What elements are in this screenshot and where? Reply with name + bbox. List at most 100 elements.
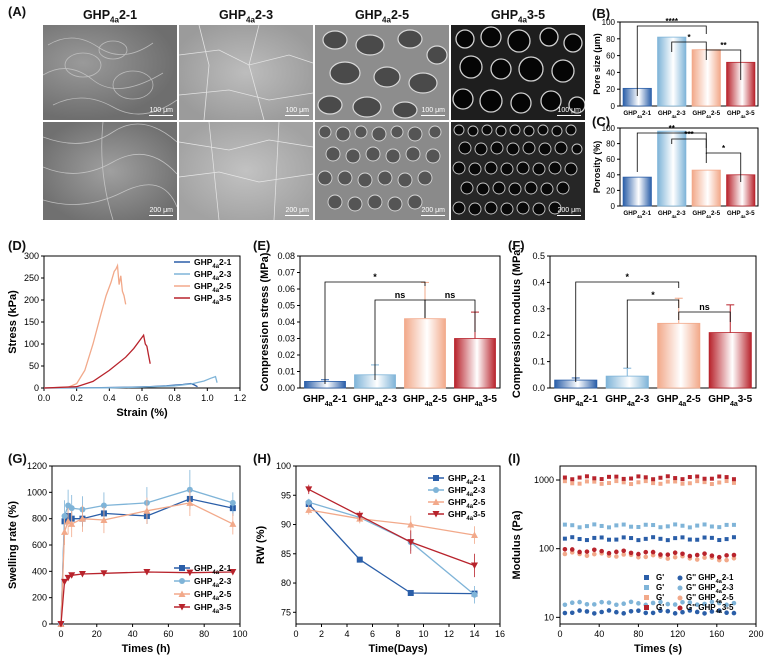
data-point	[570, 535, 575, 540]
y-tick-label: 400	[32, 566, 47, 576]
data-point	[584, 474, 589, 479]
data-point	[621, 552, 626, 557]
bar-GHP4a2-5	[404, 318, 446, 389]
x-tick-label: 1.0	[201, 393, 214, 403]
data-point	[709, 599, 715, 605]
x-tick-label: GHP4a2-5	[692, 110, 720, 119]
y-tick-label: 0.02	[277, 350, 295, 360]
significance-label: ns	[445, 290, 456, 300]
data-point	[621, 480, 626, 485]
x-axis-label: Time(Days)	[368, 643, 427, 655]
data-point	[562, 602, 568, 608]
data-point	[599, 477, 604, 482]
data-point	[665, 556, 671, 561]
x-tick-label: 0.2	[70, 393, 83, 403]
significance-bracket	[678, 311, 731, 322]
data-point	[143, 507, 151, 514]
y-tick-label: 0.04	[277, 317, 295, 327]
data-point	[636, 601, 641, 606]
data-point	[592, 602, 597, 607]
data-point	[562, 610, 568, 616]
y-tick-label: 0	[42, 619, 47, 629]
data-point	[628, 599, 634, 605]
x-tick-label: GHP4a2-3	[658, 210, 686, 219]
data-point	[643, 610, 649, 616]
y-tick-label: 60	[606, 155, 615, 164]
data-point	[584, 549, 590, 554]
significance-label: *	[722, 144, 726, 153]
data-point	[68, 572, 76, 579]
legend-marker	[677, 605, 683, 611]
data-point	[709, 482, 714, 487]
x-tick-label: 8	[395, 629, 400, 639]
data-point	[717, 525, 722, 530]
data-point	[673, 522, 678, 527]
y-tick-label: 200	[32, 593, 47, 603]
data-point	[606, 608, 612, 613]
chart-d-stress-strain: 0.0 0.2 0.4 0.6 0.8 1.0 1.2 0 50 100 150 200 250 300 S…	[8, 251, 246, 419]
data-point	[614, 479, 619, 484]
y-axis-label: Stress (kPa)	[8, 290, 19, 354]
data-point	[680, 523, 685, 528]
x-tick-label: GHP4a3-5	[708, 394, 752, 408]
scale-bar: 200 μm	[285, 207, 309, 216]
sem-title-1: GHP4a2-1	[82, 8, 138, 25]
x-tick-label: GHP4a2-5	[692, 210, 720, 219]
sem-image-35-top: 100 μm	[451, 25, 585, 120]
data-point	[592, 535, 597, 540]
data-point	[643, 549, 649, 555]
data-point	[731, 535, 736, 540]
data-point	[702, 601, 707, 607]
y-tick-label: 1000	[534, 475, 554, 485]
data-point	[636, 474, 641, 479]
data-point	[636, 480, 641, 485]
data-point	[607, 537, 611, 542]
data-point	[680, 551, 685, 557]
x-tick-label: GHP4a2-1	[623, 110, 651, 119]
data-point	[599, 599, 604, 605]
y-axis-label: Porosity (%)	[592, 141, 602, 194]
data-point	[658, 608, 663, 614]
x-axis-label: Strain (%)	[116, 407, 168, 419]
series-line-GHP4a3-5	[308, 488, 475, 567]
data-point	[687, 553, 693, 559]
x-tick-label: GHP4a2-3	[605, 394, 649, 408]
data-point	[621, 611, 626, 616]
data-point	[643, 479, 648, 484]
data-point	[695, 479, 700, 484]
legend-label: GHP4a2-1	[448, 473, 486, 486]
legend-label: GHP4a2-5	[448, 497, 486, 510]
legend-label: GHP4a2-3	[194, 269, 232, 282]
data-point	[614, 609, 619, 615]
y-tick-label: 20	[606, 186, 615, 195]
x-tick-label: 4	[344, 629, 349, 639]
data-point	[562, 536, 567, 541]
data-point	[672, 611, 678, 616]
data-point	[673, 536, 678, 541]
data-point	[636, 524, 641, 529]
data-point	[584, 538, 589, 543]
data-point	[658, 525, 663, 530]
data-point	[687, 525, 692, 530]
legend-marker	[644, 585, 649, 590]
y-tick-label: 0.1	[532, 357, 545, 367]
bar-GHP4a3-5	[454, 338, 496, 389]
data-point	[186, 499, 194, 506]
y-tick-label: 60	[606, 52, 615, 61]
data-point	[471, 531, 478, 539]
data-point	[570, 481, 575, 486]
x-axis-label: Times (h)	[122, 643, 171, 655]
data-point	[650, 600, 656, 606]
data-point	[694, 557, 700, 562]
y-tick-label: 0	[34, 383, 39, 393]
data-point	[665, 474, 670, 479]
data-point	[695, 523, 700, 528]
y-tick-label: 0.3	[532, 304, 545, 314]
data-point	[229, 568, 237, 576]
x-tick-label: 100	[232, 629, 247, 639]
data-point	[570, 477, 575, 482]
data-point	[717, 480, 722, 485]
significance-label: *	[687, 33, 691, 42]
